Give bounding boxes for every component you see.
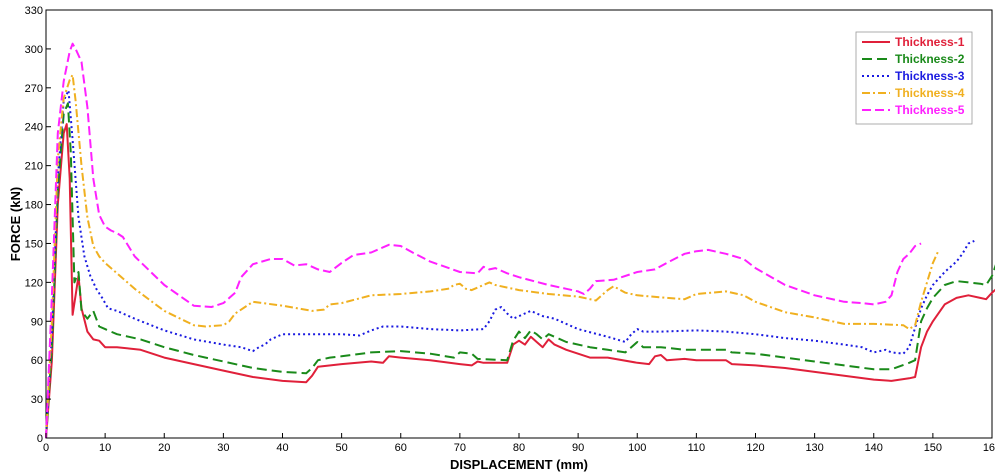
series-line-thickness-4 <box>45 73 940 439</box>
legend-box <box>855 31 973 125</box>
legend-label: Thickness-1 <box>895 35 965 49</box>
x-tick-label: 150 <box>924 442 942 454</box>
x-tick-label: 80 <box>513 442 525 454</box>
series-layer <box>45 42 995 439</box>
x-tick-label: 90 <box>572 442 584 454</box>
legend-label: Thickness-3 <box>895 69 965 83</box>
x-tick-label: 10 <box>99 442 111 454</box>
y-axis-title: FORCE (kN) <box>8 187 23 261</box>
x-tick-label: 70 <box>454 442 466 454</box>
x-tick-label: 60 <box>395 442 407 454</box>
y-tick-label: 300 <box>25 44 43 56</box>
x-tick-label: 0 <box>43 442 49 454</box>
x-tick-label: 50 <box>336 442 348 454</box>
series-line-thickness-5 <box>45 42 922 439</box>
x-axis-title: DISPLACEMENT (mm) <box>450 457 588 472</box>
x-tick-label: 130 <box>805 442 823 454</box>
x-tick-label: 30 <box>217 442 229 454</box>
y-tick-label: 330 <box>25 5 43 17</box>
y-tick-label: 180 <box>25 200 43 212</box>
series-line-thickness-3 <box>45 89 975 439</box>
y-tick-label: 30 <box>31 394 43 406</box>
x-tick-label: 160 <box>983 442 995 454</box>
legend-label: Thickness-5 <box>895 103 965 117</box>
y-tick-label: 60 <box>31 355 43 367</box>
axis-layer: 0 10 20 30 40 50 60 70 80 90 100 110 120 130 140 150 16 0… <box>25 5 995 454</box>
legend-label: Thickness-2 <box>895 52 965 66</box>
y-tick-label: 210 <box>25 161 43 173</box>
legend-label: Thickness-4 <box>895 86 965 100</box>
y-tick-label: 150 <box>25 238 43 250</box>
x-tick-label: 100 <box>628 442 646 454</box>
y-tick-label: 240 <box>25 122 43 134</box>
x-tick-label: 20 <box>158 442 170 454</box>
legend: Thickness-1 Thickness-2 Thickness-3 Thickne… <box>855 31 973 125</box>
series-line-thickness-2 <box>45 102 995 439</box>
series-line-thickness-1 <box>45 123 995 439</box>
y-tick-label: 0 <box>37 433 43 445</box>
y-tick-label: 270 <box>25 83 43 95</box>
y-tick-label: 90 <box>31 316 43 328</box>
x-tick-label: 110 <box>688 442 706 454</box>
x-tick-label: 120 <box>746 442 764 454</box>
y-tick-label: 120 <box>25 277 43 289</box>
x-tick-label: 40 <box>276 442 288 454</box>
x-tick-label: 140 <box>865 442 883 454</box>
